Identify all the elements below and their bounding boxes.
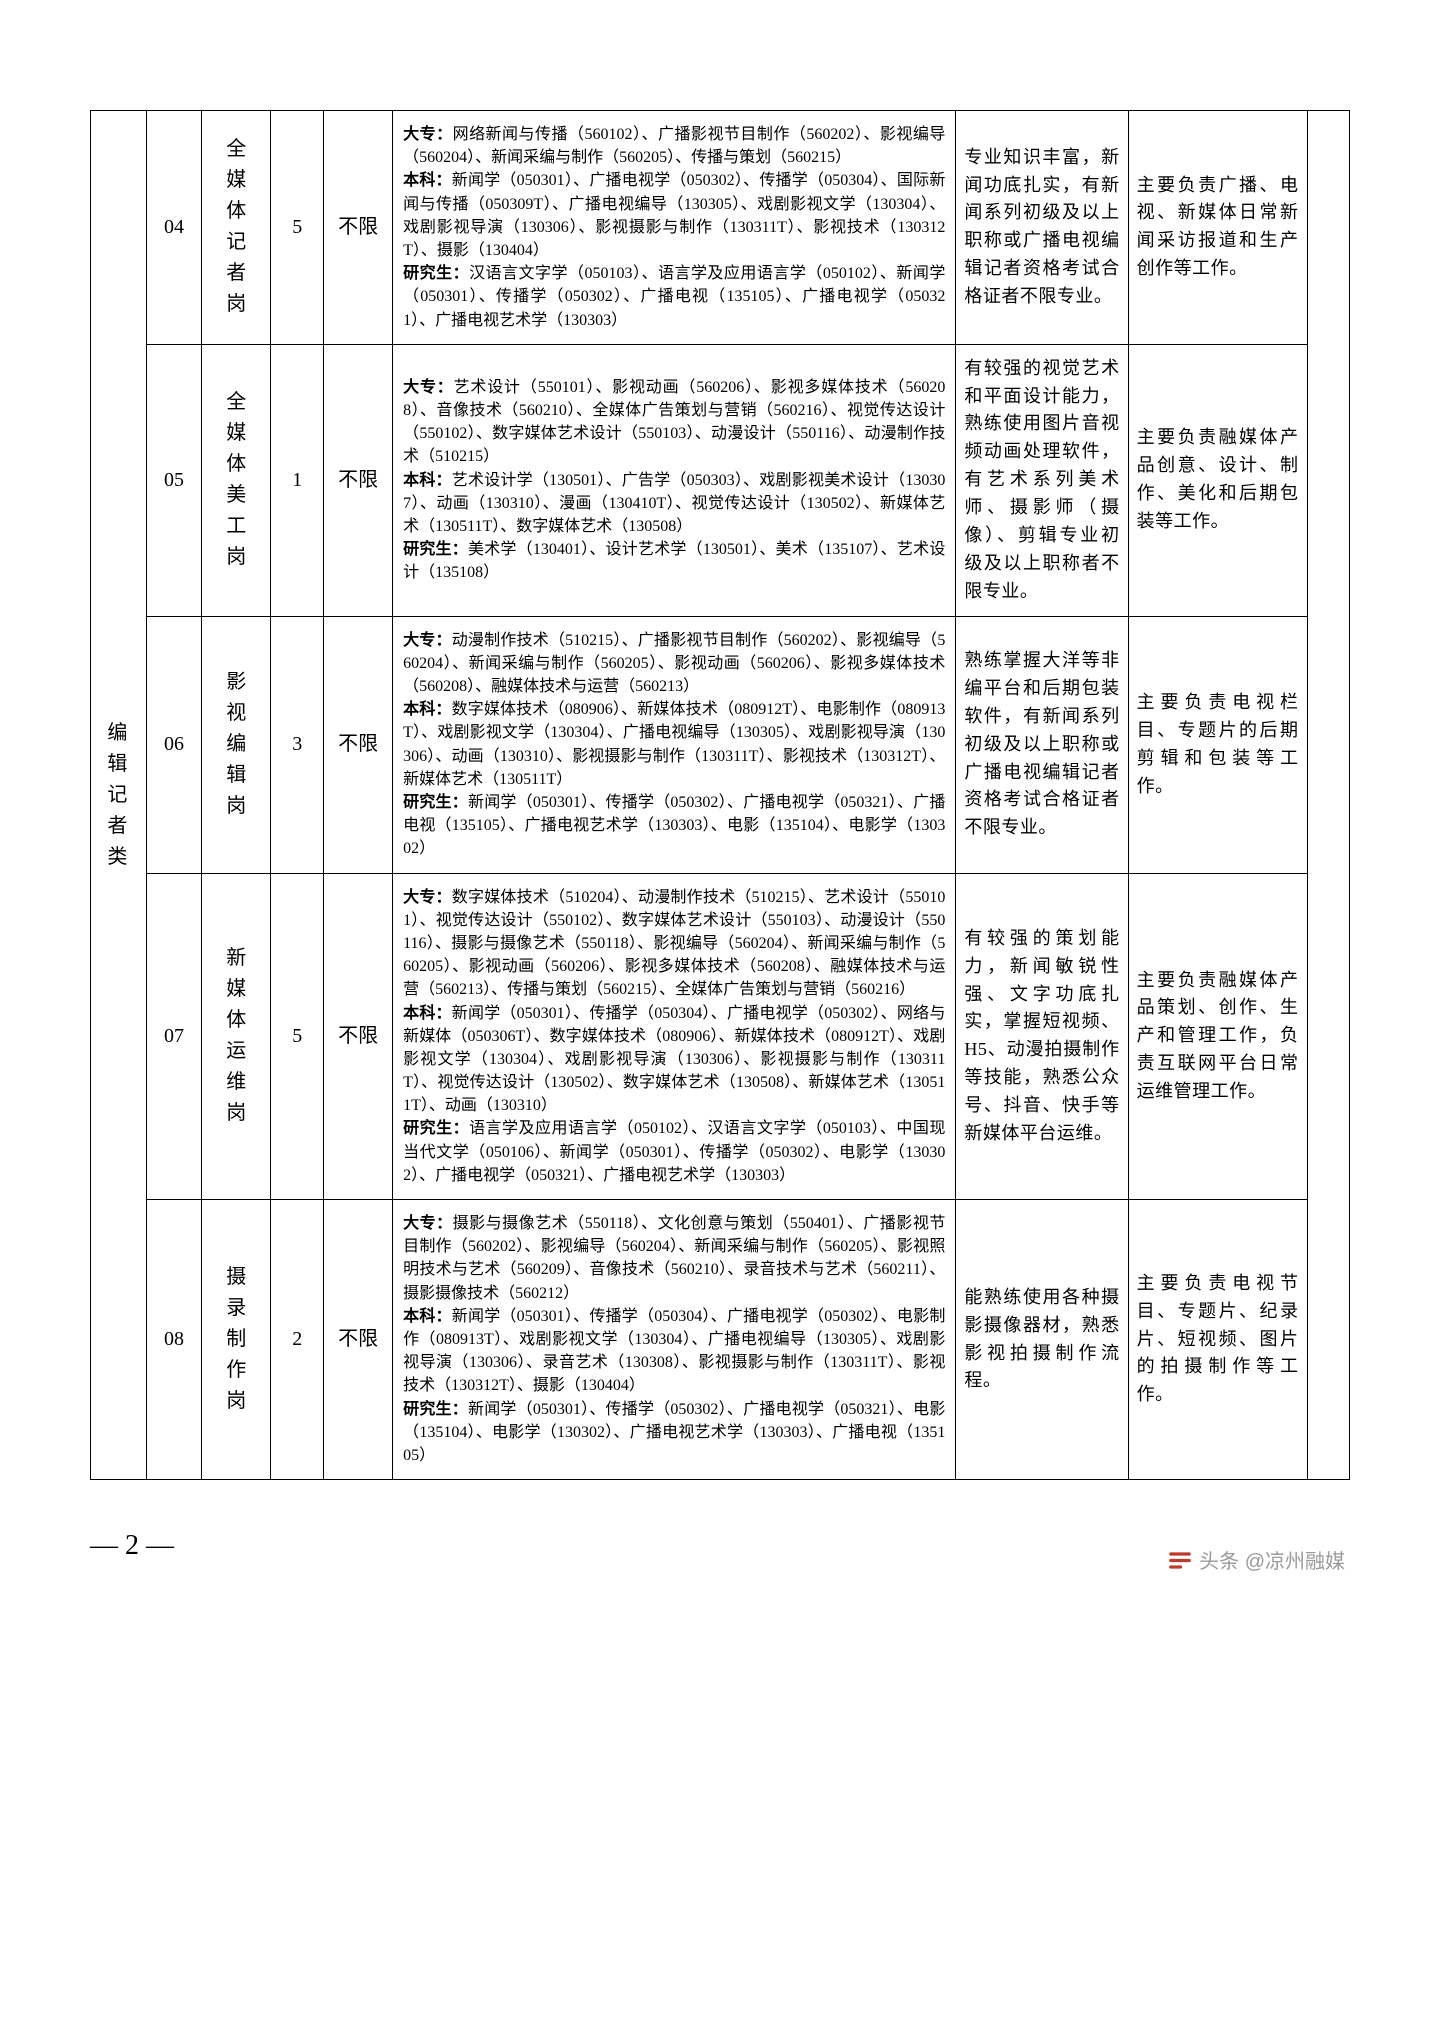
requirement-cell: 能熟练使用各种摄影摄像器材，熟悉影视拍摄制作流程。 bbox=[956, 1200, 1128, 1480]
requirement-cell: 专业知识丰富，新闻功底扎实，有新闻系列初级及以上职称或广播电视编辑记者资格考试合… bbox=[956, 111, 1128, 345]
duty-cell: 主要负责广播、电视、新媒体日常新闻采访报道和生产创作等工作。 bbox=[1128, 111, 1307, 345]
major-cell: 大专：动漫制作技术（510215）、广播影视节目制作（560202）、影视编导（… bbox=[393, 616, 956, 873]
position-name-cell: 影视编辑岗 bbox=[202, 616, 271, 873]
num-cell: 07 bbox=[146, 873, 202, 1199]
major-cell: 大专：数字媒体技术（510204）、动漫制作技术（510215）、艺术设计（55… bbox=[393, 873, 956, 1199]
requirement-cell: 有较强的视觉艺术和平面设计能力，熟练使用图片音视频动画处理软件，有艺术系列美术师… bbox=[956, 344, 1128, 616]
limit-cell: 不限 bbox=[324, 616, 393, 873]
recruitment-table: 编辑记者类04全媒体记者岗5不限大专：网络新闻与传播（560102）、广播影视节… bbox=[90, 110, 1350, 1480]
position-name-cell: 全媒体美工岗 bbox=[202, 344, 271, 616]
duty-cell: 主要负责电视栏目、专题片的后期剪辑和包装等工作。 bbox=[1128, 616, 1307, 873]
num-cell: 05 bbox=[146, 344, 202, 616]
limit-cell: 不限 bbox=[324, 111, 393, 345]
toutiao-icon bbox=[1167, 1547, 1193, 1573]
count-cell: 2 bbox=[271, 1200, 324, 1480]
num-cell: 04 bbox=[146, 111, 202, 345]
count-cell: 5 bbox=[271, 111, 324, 345]
watermark-text: 头条 @凉州融媒 bbox=[1199, 1545, 1345, 1574]
major-cell: 大专：网络新闻与传播（560102）、广播影视节目制作（560202）、影视编导… bbox=[393, 111, 956, 345]
requirement-cell: 熟练掌握大洋等非编平台和后期包装软件，有新闻系列初级及以上职称或广播电视编辑记者… bbox=[956, 616, 1128, 873]
limit-cell: 不限 bbox=[324, 344, 393, 616]
count-cell: 1 bbox=[271, 344, 324, 616]
limit-cell: 不限 bbox=[324, 1200, 393, 1480]
position-name-cell: 全媒体记者岗 bbox=[202, 111, 271, 345]
limit-cell: 不限 bbox=[324, 873, 393, 1199]
count-cell: 3 bbox=[271, 616, 324, 873]
duty-cell: 主要负责融媒体产品创意、设计、制作、美化和后期包装等工作。 bbox=[1128, 344, 1307, 616]
page-number: — 2 — bbox=[90, 1530, 1350, 1562]
major-cell: 大专：摄影与摄像艺术（550118）、文化创意与策划（550401）、广播影视节… bbox=[393, 1200, 956, 1480]
watermark: 头条 @凉州融媒 bbox=[1167, 1545, 1345, 1574]
count-cell: 5 bbox=[271, 873, 324, 1199]
num-cell: 08 bbox=[146, 1200, 202, 1480]
table-row: 08摄录制作岗2不限大专：摄影与摄像艺术（550118）、文化创意与策划（550… bbox=[91, 1200, 1350, 1480]
major-cell: 大专：艺术设计（550101）、影视动画（560206）、影视多媒体技术（560… bbox=[393, 344, 956, 616]
duty-cell: 主要负责电视节目、专题片、纪录片、短视频、图片的拍摄制作等工作。 bbox=[1128, 1200, 1307, 1480]
table-row: 06影视编辑岗3不限大专：动漫制作技术（510215）、广播影视节目制作（560… bbox=[91, 616, 1350, 873]
table-row: 07新媒体运维岗5不限大专：数字媒体技术（510204）、动漫制作技术（5102… bbox=[91, 873, 1350, 1199]
position-name-cell: 摄录制作岗 bbox=[202, 1200, 271, 1480]
trailing-cell bbox=[1307, 111, 1349, 1480]
table-row: 05全媒体美工岗1不限大专：艺术设计（550101）、影视动画（560206）、… bbox=[91, 344, 1350, 616]
position-name-cell: 新媒体运维岗 bbox=[202, 873, 271, 1199]
num-cell: 06 bbox=[146, 616, 202, 873]
requirement-cell: 有较强的策划能力，新闻敏锐性强、文字功底扎实，掌握短视频、H5、动漫拍摄制作等技… bbox=[956, 873, 1128, 1199]
duty-cell: 主要负责融媒体产品策划、创作、生产和管理工作，负责互联网平台日常运维管理工作。 bbox=[1128, 873, 1307, 1199]
category-cell: 编辑记者类 bbox=[91, 111, 147, 1480]
table-row: 编辑记者类04全媒体记者岗5不限大专：网络新闻与传播（560102）、广播影视节… bbox=[91, 111, 1350, 345]
